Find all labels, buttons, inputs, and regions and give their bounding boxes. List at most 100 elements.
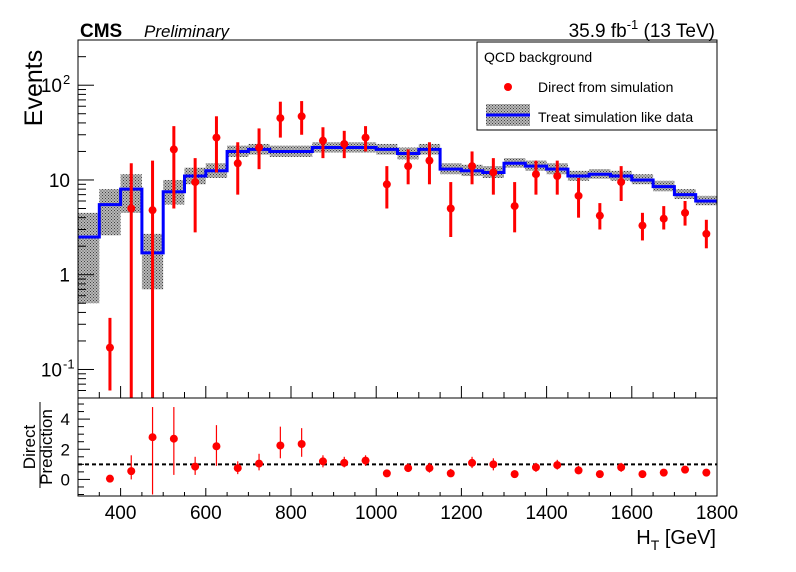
ratio-point	[638, 470, 647, 479]
cms-label: CMS	[80, 21, 122, 42]
direct-point	[468, 162, 477, 171]
ratio-point	[681, 465, 690, 474]
x-axis-title: HT [GeV]	[636, 527, 716, 553]
main-y-tick-exponent: -1	[63, 356, 75, 371]
ratio-y-axis: 0 2 4	[61, 403, 90, 495]
direct-point	[404, 162, 413, 171]
direct-point	[318, 136, 327, 145]
band-bin	[99, 189, 121, 236]
ratio-point	[617, 463, 626, 472]
direct-point	[127, 204, 136, 213]
x-title-sub: T	[651, 537, 660, 553]
ratio-y-title-top: Direct	[20, 425, 39, 470]
legend-marker-direct	[504, 83, 512, 91]
ratio-point	[446, 469, 455, 478]
legend-treat-label: Treat simulation like data	[538, 109, 693, 125]
ratio-point	[191, 462, 200, 471]
direct-point	[212, 133, 221, 142]
main-x-ticks	[77, 386, 718, 398]
direct-point	[702, 229, 711, 238]
direct-point	[681, 208, 690, 217]
ratio-point	[702, 468, 711, 477]
direct-point	[531, 170, 540, 179]
direct-point	[297, 112, 306, 121]
ratio-point	[489, 460, 498, 469]
x-tick-label: 400	[105, 503, 137, 524]
x-tick-label: 800	[275, 503, 307, 524]
lumi-label: 35.9 fb-1 (13 TeV)	[569, 17, 715, 42]
x-tick-label: 1200	[440, 503, 482, 524]
ratio-point	[361, 456, 370, 465]
ratio-point	[404, 464, 413, 473]
direct-point	[425, 156, 434, 165]
ratio-panel: 0 2 4 400 600 800 1000 1200 1400 1600 1800 Direct…	[20, 397, 738, 553]
direct-point	[510, 202, 519, 211]
direct-point	[361, 133, 370, 142]
main-y-tick-label: 10	[49, 171, 70, 192]
direct-point	[638, 221, 647, 230]
main-y-tick-label: 1	[59, 266, 70, 287]
ratio-point	[468, 458, 477, 467]
ratio-point	[574, 466, 583, 475]
legend-title: QCD background	[484, 49, 592, 65]
ratio-point	[127, 467, 136, 476]
ratio-point	[510, 470, 519, 479]
ratio-point	[212, 442, 221, 451]
ratio-x-axis: 400 600 800 1000 1200 1400 1600 1800	[77, 488, 738, 524]
main-y-tick-label: 10	[41, 76, 62, 97]
main-y-tick-label: 10	[41, 360, 62, 381]
direct-point	[255, 143, 264, 152]
direct-point	[233, 159, 242, 168]
ratio-point	[233, 464, 242, 473]
x-tick-label: 1000	[355, 503, 397, 524]
direct-point	[617, 178, 626, 187]
main-y-axis-title: Events	[20, 50, 48, 126]
direct-point	[574, 191, 583, 200]
ratio-point	[105, 474, 114, 483]
lumi-exponent: -1	[627, 17, 639, 32]
ratio-point	[531, 463, 540, 472]
ratio-point	[425, 464, 434, 473]
x-tick-label: 1400	[525, 503, 567, 524]
x-title-unit: [GeV]	[659, 527, 716, 549]
ratio-point	[318, 457, 327, 466]
direct-point	[148, 206, 157, 215]
legend: QCD background Direct from simulation Tr…	[476, 41, 718, 131]
ratio-point	[659, 468, 668, 477]
ratio-point	[553, 461, 562, 470]
direct-point	[169, 145, 178, 154]
lumi-energy: (13 TeV)	[638, 21, 715, 42]
ratio-y-title-bottom: Prediction	[37, 409, 56, 485]
direct-point	[553, 172, 562, 181]
direct-point	[191, 178, 200, 187]
lumi-value: 35.9 fb	[569, 21, 627, 42]
direct-point	[446, 204, 455, 213]
x-tick-label: 1600	[611, 503, 653, 524]
direct-point	[489, 168, 498, 177]
ratio-y-tick-label: 4	[61, 410, 70, 429]
direct-point	[340, 139, 349, 148]
direct-point	[105, 343, 114, 352]
direct-points	[105, 101, 711, 398]
main-y-tick-exponent: 2	[63, 72, 70, 87]
legend-box	[476, 41, 718, 131]
direct-point	[595, 211, 604, 220]
preliminary-label: Preliminary	[144, 22, 231, 41]
direct-point	[382, 180, 391, 189]
ratio-point	[255, 459, 264, 468]
ratio-point	[169, 434, 178, 443]
ratio-point	[382, 469, 391, 478]
ratio-point	[148, 433, 157, 442]
ratio-point	[595, 470, 604, 479]
x-tick-label: 600	[190, 503, 222, 524]
legend-direct-label: Direct from simulation	[538, 79, 673, 95]
ratio-point	[297, 439, 306, 448]
prediction-histogram	[78, 146, 717, 255]
ratio-point	[276, 441, 285, 450]
ratio-y-tick-label: 2	[61, 440, 70, 459]
band-bin	[78, 212, 100, 304]
x-tick-label: 1800	[696, 503, 738, 524]
